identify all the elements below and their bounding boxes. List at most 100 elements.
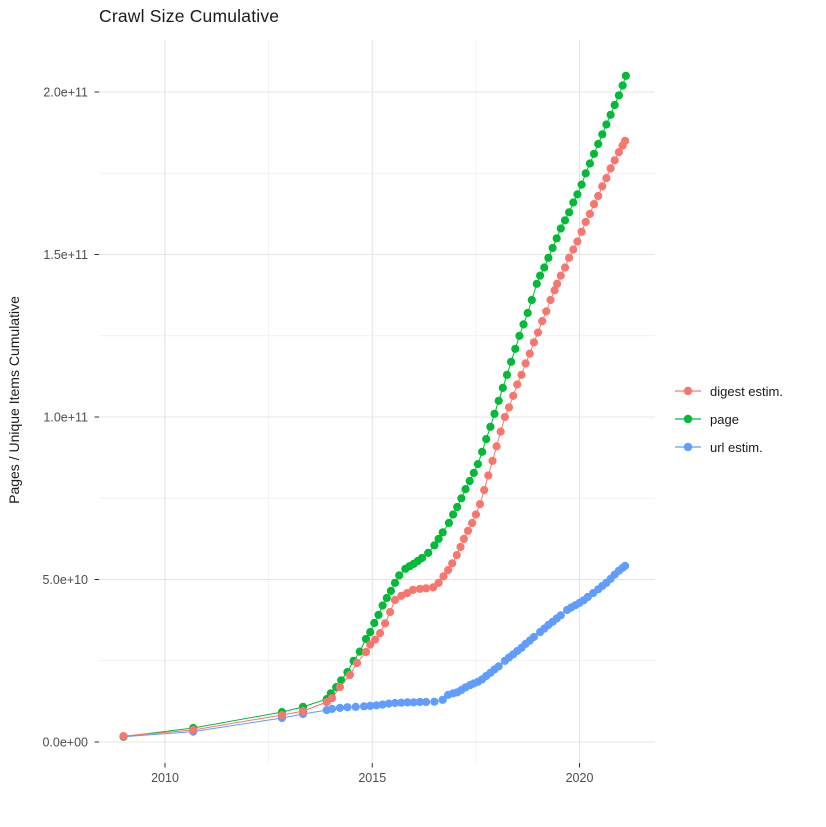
data-point xyxy=(415,697,424,707)
data-point xyxy=(422,584,431,593)
data-point xyxy=(438,528,447,537)
data-point xyxy=(540,263,549,272)
legend-key-icon xyxy=(675,386,701,396)
data-point xyxy=(565,253,574,262)
legend-key-point xyxy=(683,414,693,424)
data-point xyxy=(509,391,518,400)
data-point xyxy=(359,702,369,711)
data-point xyxy=(337,676,346,685)
data-point xyxy=(529,632,539,642)
data-point xyxy=(351,702,360,712)
data-point xyxy=(384,699,393,708)
data-point xyxy=(589,149,599,158)
x-tick-label: 2020 xyxy=(566,771,594,785)
data-point xyxy=(577,227,586,236)
data-point xyxy=(610,156,619,165)
data-point xyxy=(525,349,534,358)
data-point xyxy=(361,647,371,657)
data-point xyxy=(602,120,611,129)
data-point xyxy=(581,169,590,178)
data-point xyxy=(521,359,530,368)
data-point xyxy=(594,191,603,201)
data-point xyxy=(439,572,448,581)
data-point xyxy=(374,610,383,620)
data-point xyxy=(569,198,578,207)
data-point xyxy=(486,422,495,431)
axes: 2010 2015 2020 0.0e+00 5.0e+10 1.0e+11 1.5e+11… xyxy=(42,86,593,786)
data-point xyxy=(581,217,590,227)
data-point xyxy=(496,427,505,436)
data-point xyxy=(546,295,555,305)
data-point xyxy=(523,308,532,318)
data-point xyxy=(327,694,337,703)
data-point xyxy=(298,707,308,716)
data-point xyxy=(517,370,526,379)
data-point xyxy=(621,71,631,80)
data-point xyxy=(459,534,468,544)
data-point xyxy=(621,136,630,145)
data-point xyxy=(457,494,466,503)
data-point xyxy=(480,486,489,495)
data-point xyxy=(277,710,286,720)
data-point xyxy=(434,534,443,544)
data-point xyxy=(415,584,424,594)
data-point xyxy=(465,476,474,486)
data-point xyxy=(594,139,603,149)
data-point xyxy=(424,548,433,558)
data-point xyxy=(598,182,607,191)
y-tick-label: 1.0e+11 xyxy=(43,411,88,425)
data-point xyxy=(529,338,539,347)
data-point xyxy=(395,571,404,580)
data-point xyxy=(556,271,565,280)
data-point xyxy=(606,164,615,173)
data-point xyxy=(490,409,499,418)
data-point xyxy=(488,456,497,465)
data-point xyxy=(366,628,375,637)
data-point xyxy=(618,81,627,90)
data-point xyxy=(500,412,509,422)
data-point xyxy=(556,224,565,233)
data-point xyxy=(544,253,553,262)
legend-key-point xyxy=(683,442,693,452)
data-point xyxy=(478,447,487,456)
data-point xyxy=(417,553,427,563)
data-point xyxy=(573,237,582,246)
data-point xyxy=(382,593,391,603)
data-point xyxy=(507,357,516,366)
data-point xyxy=(532,279,541,288)
data-point xyxy=(390,578,400,587)
data-point xyxy=(403,698,412,707)
data-point xyxy=(376,629,385,638)
data-point xyxy=(366,701,375,711)
data-point xyxy=(471,510,480,519)
data-point xyxy=(189,725,198,735)
data-point xyxy=(386,586,395,596)
data-point xyxy=(335,703,344,713)
data-point xyxy=(585,159,595,168)
data-point xyxy=(573,190,582,199)
data-point xyxy=(390,595,400,605)
data-point xyxy=(422,697,431,707)
data-point xyxy=(504,403,514,412)
data-point xyxy=(515,331,524,340)
data-point xyxy=(366,640,375,649)
data-point xyxy=(429,583,438,592)
data-point xyxy=(463,526,473,535)
data-point xyxy=(371,635,380,644)
data-point xyxy=(473,460,482,469)
legend-label: digest estim. xyxy=(710,383,783,399)
y-tick-label: 0.0e+00 xyxy=(42,736,88,750)
data-point xyxy=(614,148,624,157)
data-point xyxy=(550,286,559,295)
data-point xyxy=(577,180,586,189)
data-point xyxy=(461,485,470,494)
data-point xyxy=(602,174,611,183)
legend-item-digest-estim-: digest estim. xyxy=(674,381,783,401)
data-point xyxy=(448,559,457,568)
data-point xyxy=(556,611,565,620)
data-point xyxy=(527,295,536,305)
data-point xyxy=(469,468,478,477)
data-point xyxy=(610,100,619,110)
legend-item-url-estim-: url estim. xyxy=(674,437,783,457)
